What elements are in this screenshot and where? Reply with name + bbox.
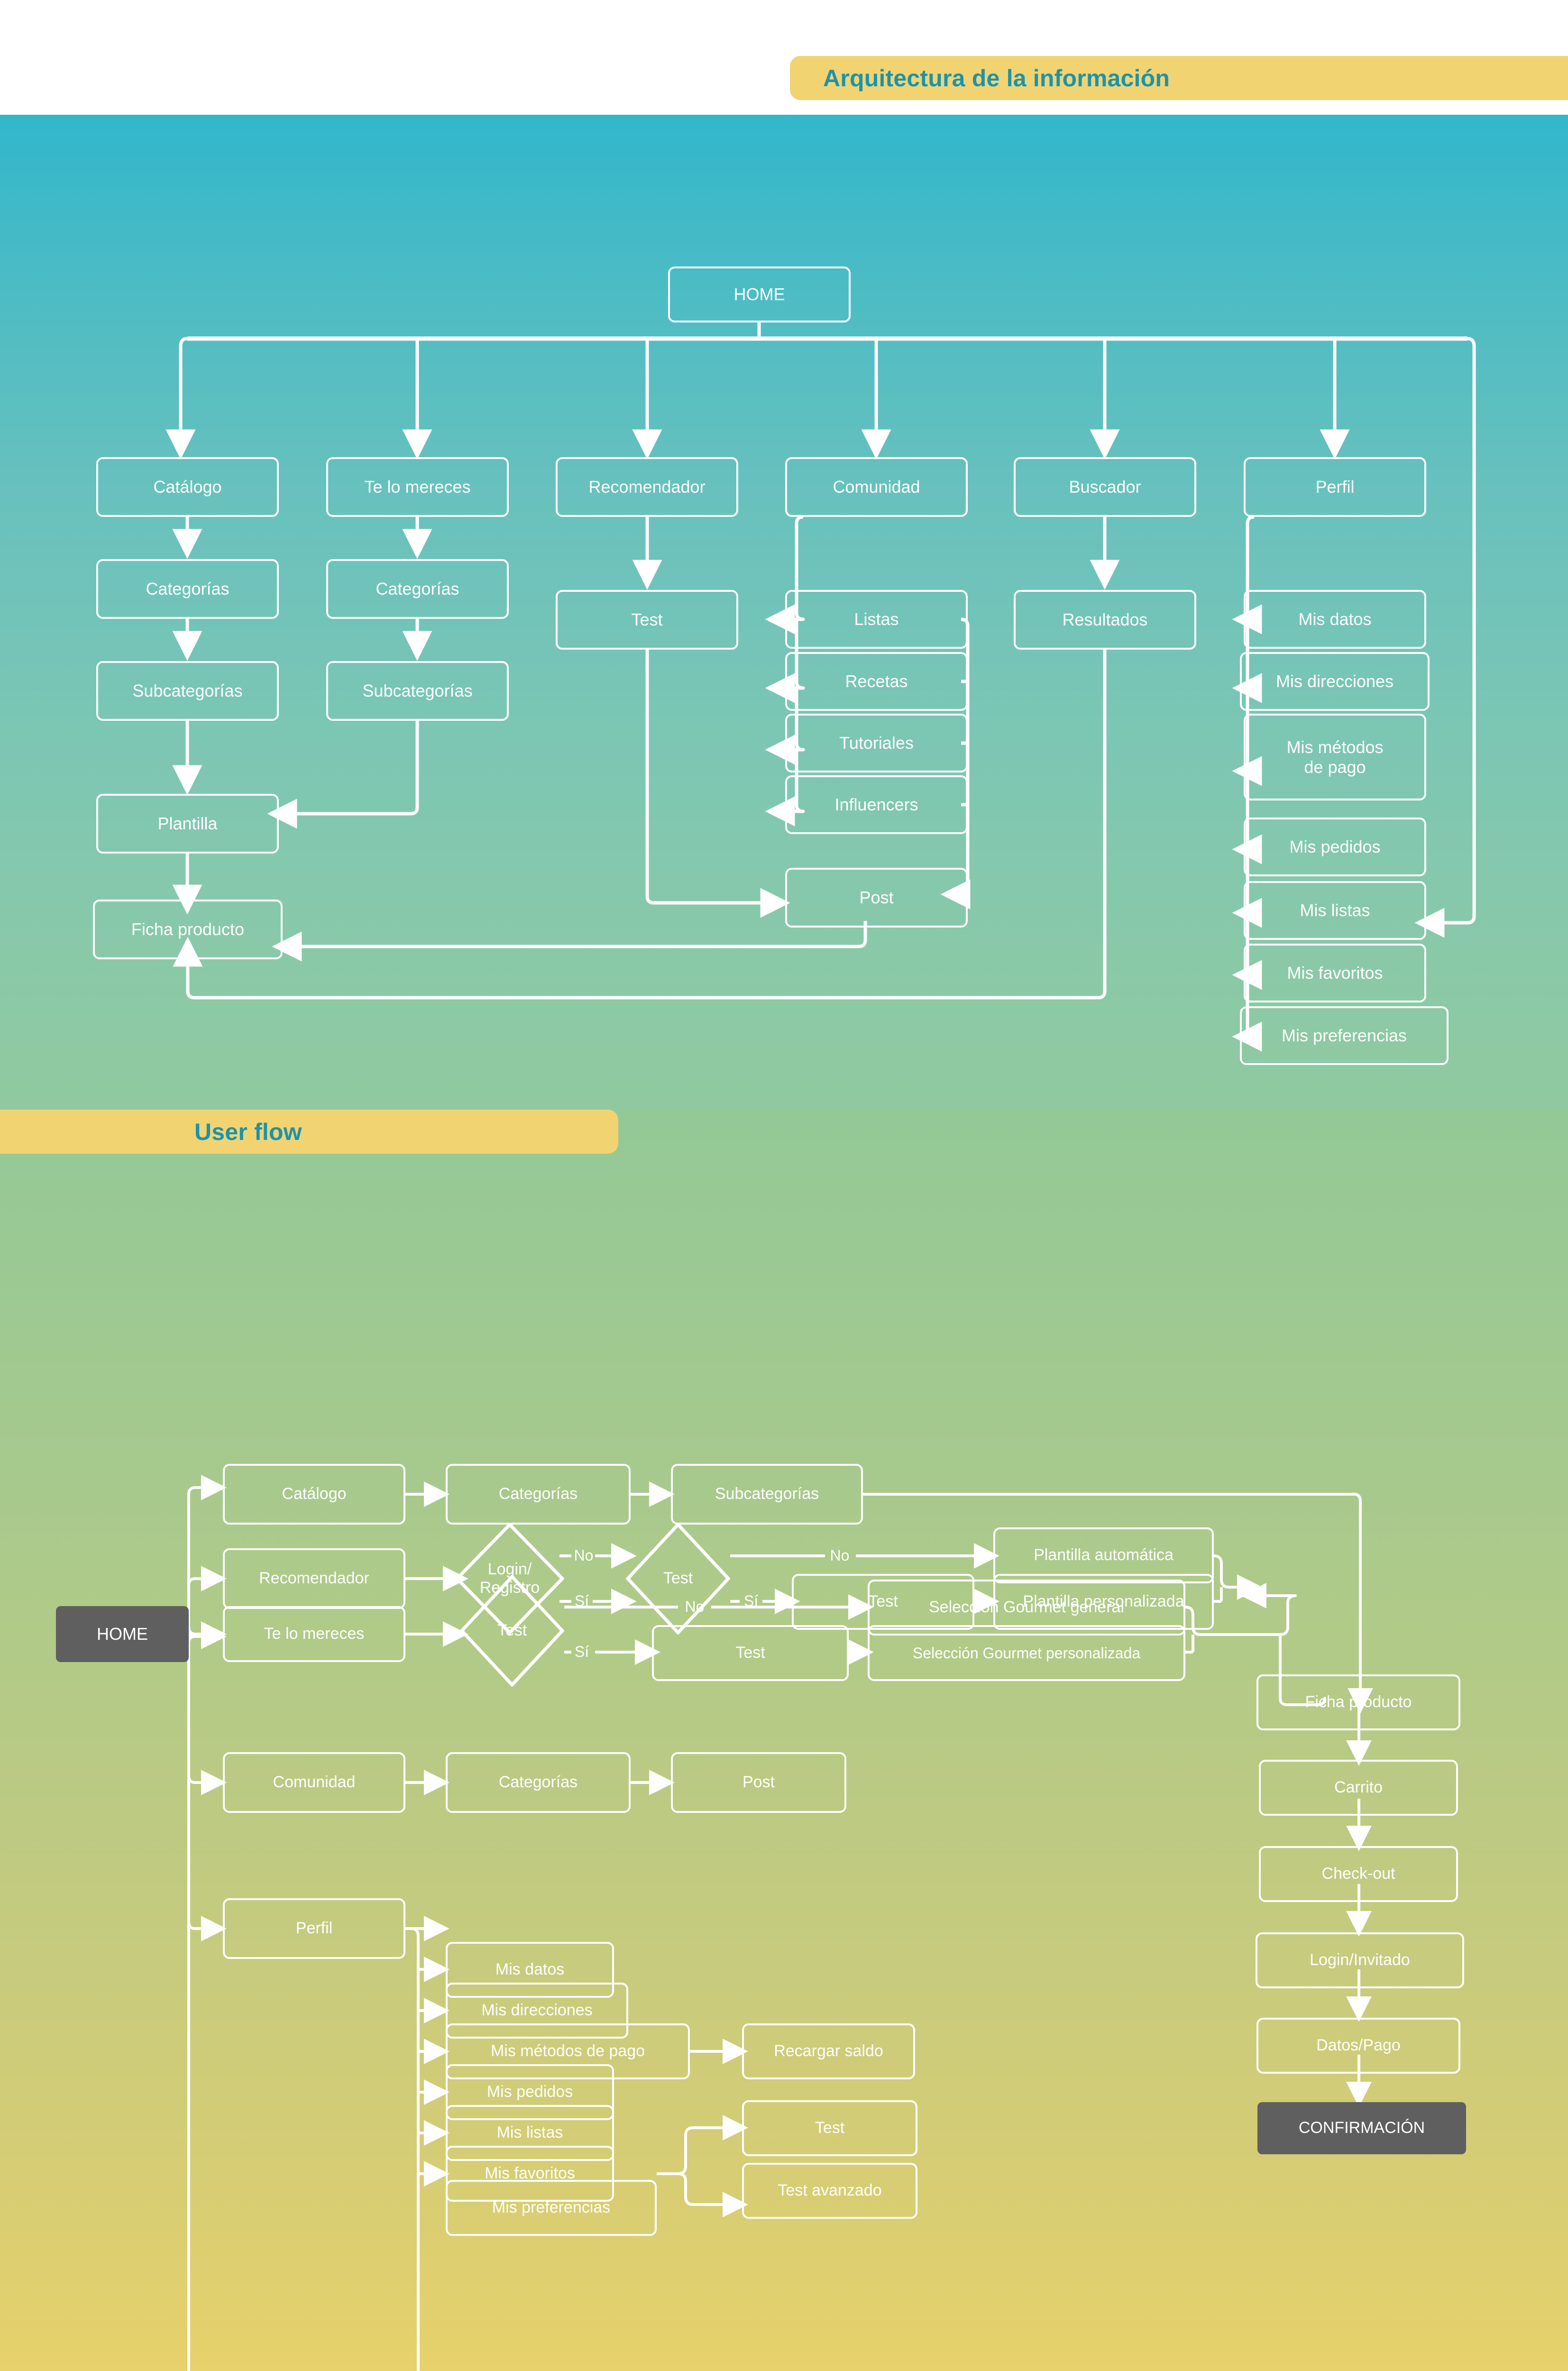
ai-node-mis-favoritos[interactable]: Mis favoritos: [1244, 944, 1426, 1002]
uf-node-seleccion-gourmet-personalizada[interactable]: Selección Gourmet personalizada: [868, 1625, 1185, 1681]
arquitectura-diagram: HOME Catálogo Te lo mereces Recomendador…: [0, 115, 1568, 1110]
uf-decision-login-registro[interactable]: Login/ Registro: [455, 1523, 564, 1635]
bottom-section-background: [0, 1110, 1568, 2371]
ai-node-mereces-subcategorias[interactable]: Subcategorías: [326, 661, 509, 721]
ai-node-recomendador[interactable]: Recomendador: [556, 457, 738, 517]
uf-node-mereces-test-box[interactable]: Test: [652, 1625, 849, 1681]
uf-node-perfil-mis-favoritos[interactable]: Mis favoritos: [446, 2146, 614, 2202]
uf-edge-label-no-1: No: [574, 1546, 594, 1564]
uf-node-carrito[interactable]: Carrito: [1259, 1760, 1458, 1816]
uf-node-check-out[interactable]: Check-out: [1259, 1846, 1458, 1902]
uf-edge-label-si-2: Sí: [743, 1592, 759, 1609]
uf-node-confirmacion[interactable]: CONFIRMACIÓN: [1257, 2102, 1466, 2154]
ai-node-catalogo[interactable]: Catálogo: [96, 457, 279, 517]
uf-edge-label-si-3: Sí: [574, 1643, 589, 1660]
uf-node-perfil[interactable]: Perfil: [223, 1898, 405, 1959]
ai-node-mis-metodos-de-pago[interactable]: Mis métodos de pago: [1244, 714, 1426, 800]
ai-node-tutoriales[interactable]: Tutoriales: [785, 714, 968, 772]
ai-node-home[interactable]: HOME: [668, 267, 851, 322]
ai-node-mereces-categorias[interactable]: Categorías: [326, 559, 509, 619]
uf-decision-test-mereces[interactable]: Test: [460, 1575, 564, 1687]
uf-node-perfil-mis-preferencias[interactable]: Mis preferencias: [446, 2180, 657, 2236]
ai-node-buscador[interactable]: Buscador: [1014, 457, 1196, 517]
ai-node-catalogo-categorias[interactable]: Categorías: [96, 559, 279, 619]
ai-node-te-lo-mereces[interactable]: Te lo mereces: [326, 457, 509, 517]
uf-node-seleccion-gourmet-general[interactable]: Selección Gourmet general: [868, 1580, 1185, 1636]
uf-node-catalogo-subcategorias[interactable]: Subcategorías: [671, 1464, 863, 1525]
ai-node-mis-pedidos[interactable]: Mis pedidos: [1244, 818, 1426, 876]
ai-node-resultados[interactable]: Resultados: [1014, 590, 1196, 650]
ai-node-comunidad[interactable]: Comunidad: [785, 457, 968, 517]
uf-node-plantilla-automatica[interactable]: Plantilla automática: [993, 1527, 1214, 1583]
uf-node-home[interactable]: HOME: [56, 1606, 189, 1662]
ai-node-catalogo-subcategorias[interactable]: Subcategorías: [96, 661, 279, 721]
uf-decision-login-registro-label: Login/ Registro: [479, 1560, 540, 1597]
uf-node-perfil-mis-datos[interactable]: Mis datos: [446, 1942, 614, 1998]
ai-node-mis-preferencias[interactable]: Mis preferencias: [1240, 1006, 1449, 1065]
uf-node-recomendador-test-box[interactable]: Test: [792, 1574, 974, 1630]
ai-node-plantilla[interactable]: Plantilla: [96, 794, 279, 854]
uf-node-perfil-mis-pedidos[interactable]: Mis pedidos: [446, 2064, 614, 2120]
ai-node-recetas[interactable]: Recetas: [785, 652, 968, 711]
uf-node-datos-pago[interactable]: Datos/Pago: [1256, 2018, 1460, 2074]
ai-node-recomendador-test[interactable]: Test: [556, 590, 738, 650]
uf-node-comunidad[interactable]: Comunidad: [223, 1752, 405, 1813]
uf-edge-label-no-2: No: [830, 1546, 850, 1564]
ai-node-mis-listas[interactable]: Mis listas: [1244, 881, 1426, 940]
uf-node-recargar-saldo[interactable]: Recargar saldo: [742, 2023, 915, 2079]
uf-node-recomendador[interactable]: Recomendador: [223, 1548, 405, 1609]
uf-node-te-lo-mereces[interactable]: Te lo mereces: [223, 1606, 405, 1662]
ai-node-post[interactable]: Post: [785, 868, 968, 928]
uf-node-preferencias-test-avanzado[interactable]: Test avanzado: [742, 2163, 917, 2219]
ai-node-listas[interactable]: Listas: [785, 590, 968, 649]
uf-node-perfil-mis-listas[interactable]: Mis listas: [446, 2105, 614, 2161]
ai-node-mis-datos[interactable]: Mis datos: [1244, 590, 1426, 649]
uf-node-catalogo-categorias[interactable]: Categorías: [446, 1464, 631, 1525]
uf-node-plantilla-personalizada[interactable]: Plantilla personalizada: [993, 1574, 1214, 1630]
ai-node-ficha-producto[interactable]: Ficha producto: [93, 900, 283, 959]
section-title-arquitectura: Arquitectura de la información: [790, 56, 1568, 100]
uf-decision-test-recomendador[interactable]: Test: [626, 1523, 730, 1635]
uf-edge-label-no-3: No: [685, 1598, 705, 1615]
uf-node-perfil-mis-metodos-de-pago[interactable]: Mis métodos de pago: [446, 2023, 690, 2079]
uf-node-ficha-producto[interactable]: Ficha producto: [1256, 1674, 1460, 1730]
uf-node-comunidad-post[interactable]: Post: [671, 1752, 846, 1813]
ai-node-mis-direcciones[interactable]: Mis direcciones: [1240, 652, 1430, 711]
uf-decision-test-mereces-label: Test: [497, 1621, 527, 1640]
ai-node-perfil[interactable]: Perfil: [1244, 457, 1426, 517]
uf-node-login-invitado[interactable]: Login/Invitado: [1256, 1932, 1464, 1988]
uf-decision-test-recomendador-label: Test: [663, 1569, 693, 1588]
uf-node-comunidad-categorias[interactable]: Categorías: [446, 1752, 631, 1813]
uf-edge-label-si-1: Sí: [574, 1592, 589, 1609]
uf-node-perfil-mis-direcciones[interactable]: Mis direcciones: [446, 1983, 628, 2039]
uf-node-preferencias-test[interactable]: Test: [742, 2100, 917, 2156]
uf-node-catalogo[interactable]: Catálogo: [223, 1464, 405, 1525]
section-title-userflow: User flow: [0, 1110, 618, 1154]
ai-node-influencers[interactable]: Influencers: [785, 775, 968, 834]
userflow-diagram: HOME Catálogo Categorías Subcategorías R…: [0, 1110, 1568, 2371]
